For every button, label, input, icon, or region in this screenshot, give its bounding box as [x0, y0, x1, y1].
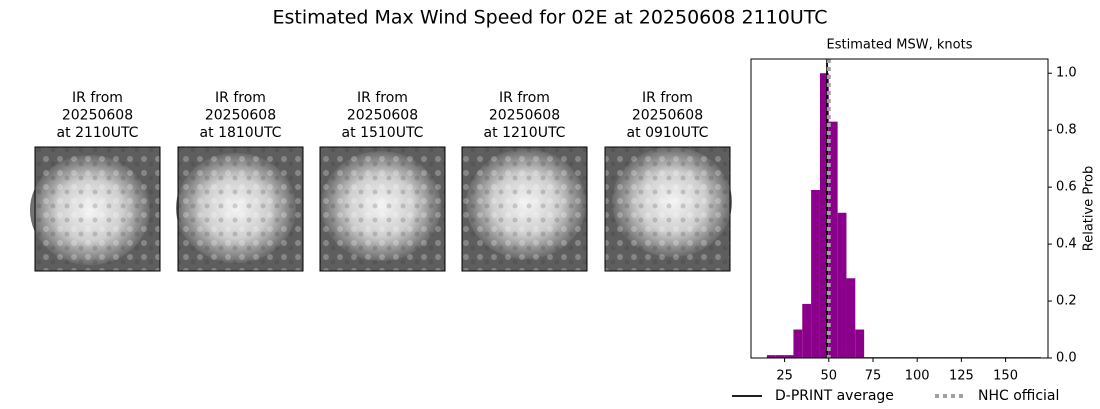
texture — [178, 147, 303, 271]
bar — [855, 329, 865, 358]
y-tick-label: 0.8 — [1056, 123, 1077, 138]
image-frame — [461, 146, 588, 272]
panel-title: at 0910UTC — [627, 125, 709, 141]
panel-title: 20250608 — [62, 108, 133, 124]
bar — [846, 278, 856, 358]
image-frame — [319, 146, 446, 272]
panel-title: at 1210UTC — [484, 125, 566, 141]
bar — [802, 303, 812, 358]
texture — [605, 147, 730, 271]
axis-title: Estimated MSW, knots — [827, 38, 973, 53]
x-tick-label: 25 — [776, 369, 793, 384]
bar — [819, 73, 829, 358]
texture — [462, 147, 587, 271]
page-title: Estimated Max Wind Speed for 02E at 2025… — [272, 7, 827, 29]
x-tick-label: 50 — [821, 369, 838, 384]
panel-title: 20250608 — [205, 108, 276, 124]
bar — [766, 355, 776, 358]
panel-title: IR from — [642, 90, 693, 106]
bar — [837, 212, 847, 358]
x-tick-label: 125 — [949, 369, 974, 384]
y-axis-label: Relative Prob — [1082, 166, 1097, 251]
x-tick-label: 150 — [993, 369, 1018, 384]
legend-label: D-PRINT average — [775, 388, 894, 404]
bar — [793, 329, 803, 358]
x-tick-label: 100 — [905, 369, 930, 384]
y-tick-label: 0.0 — [1056, 351, 1077, 366]
y-tick-label: 0.4 — [1056, 237, 1077, 252]
y-tick-label: 0.6 — [1056, 180, 1077, 195]
panel-title: IR from — [357, 90, 408, 106]
y-tick-label: 1.0 — [1056, 66, 1077, 81]
panel-title: at 1510UTC — [342, 125, 424, 141]
image-frame — [177, 146, 304, 272]
y-tick-label: 0.2 — [1056, 294, 1077, 309]
texture — [320, 147, 445, 271]
histogram: Estimated MSW, knots D-PRINT average NHC o… — [732, 38, 1097, 404]
panel-title: IR from — [215, 90, 266, 106]
image-frame — [34, 146, 161, 272]
panel-title: at 1810UTC — [200, 125, 282, 141]
bar — [811, 189, 820, 358]
panel-title: IR from — [499, 90, 550, 106]
panel-title: IR from — [72, 90, 123, 106]
bar — [784, 355, 794, 358]
x-tick-label: 75 — [865, 369, 882, 384]
panel-title: 20250608 — [489, 108, 560, 124]
panel-title: 20250608 — [347, 108, 418, 124]
panel-title: at 2110UTC — [57, 125, 139, 141]
bar — [775, 355, 785, 358]
legend-label: NHC official — [978, 388, 1059, 404]
texture — [35, 147, 160, 271]
image-frame — [604, 146, 731, 272]
plot-frame — [750, 58, 1049, 359]
panel-title: 20250608 — [632, 108, 703, 124]
bar — [828, 121, 838, 359]
